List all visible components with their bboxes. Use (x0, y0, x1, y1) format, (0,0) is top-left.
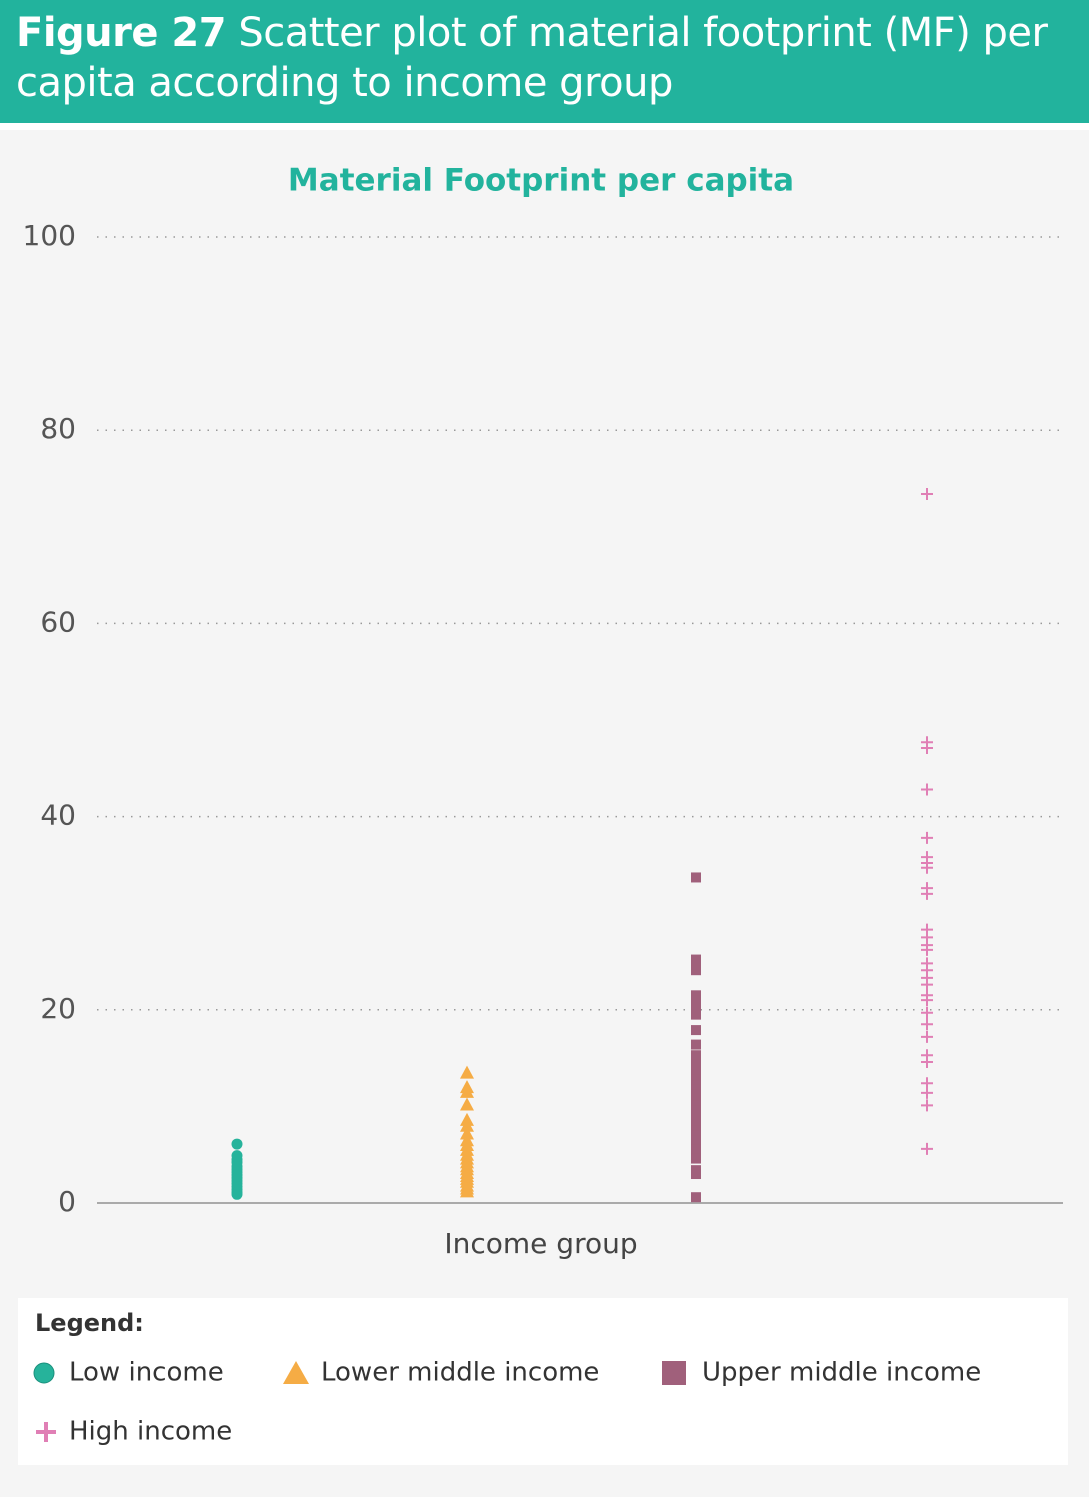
point (921, 1018, 933, 1031)
legend-marker (36, 1422, 56, 1442)
y-tick-label: 100 (23, 219, 76, 252)
point (691, 1192, 701, 1203)
point (691, 1119, 701, 1130)
y-tick-label: 80 (40, 412, 76, 445)
figure-label: Figure 27 (16, 10, 227, 56)
legend-label: Upper middle income (702, 1358, 981, 1388)
legend-label: Lower middle income (321, 1358, 599, 1388)
point (691, 954, 701, 965)
point (691, 1025, 701, 1036)
point (691, 1053, 701, 1064)
point (460, 1118, 474, 1132)
point (691, 872, 701, 883)
point (460, 1184, 474, 1198)
point (691, 1074, 701, 1085)
point (460, 1084, 474, 1098)
point (921, 742, 933, 755)
point (691, 1153, 701, 1164)
legend-marker (283, 1361, 309, 1384)
point (921, 978, 933, 991)
point (921, 1030, 933, 1043)
point (460, 1065, 474, 1079)
point (691, 1002, 701, 1013)
legend-box (18, 1298, 1068, 1465)
point (921, 861, 933, 874)
legend-label: High income (69, 1417, 232, 1447)
point (921, 887, 933, 900)
legend-marker (33, 1362, 55, 1384)
header: Figure 27 Scatter plot of material footp… (0, 0, 1089, 123)
y-tick-label: 60 (40, 605, 76, 638)
point (231, 1138, 243, 1150)
point (921, 1142, 933, 1155)
legend-title: Legend: (35, 1309, 144, 1337)
point (460, 1097, 474, 1111)
point (921, 831, 933, 844)
point (460, 1126, 474, 1140)
title-text: Scatter plot of material footprint (MF) … (16, 10, 1048, 106)
legend-label: Low income (69, 1358, 224, 1388)
point (691, 1084, 701, 1095)
x-axis-label: Income group (444, 1227, 637, 1260)
y-tick-label: 0 (58, 1185, 76, 1218)
point (691, 1009, 701, 1020)
point (921, 487, 933, 500)
point (921, 994, 933, 1007)
figure-title: Figure 27 Scatter plot of material footp… (16, 8, 1086, 108)
point (921, 1086, 933, 1099)
y-tick-label: 40 (40, 799, 76, 832)
point (691, 1039, 701, 1050)
point (691, 1089, 701, 1100)
point (921, 1055, 933, 1068)
chart-background (0, 130, 1089, 1497)
point (691, 995, 701, 1006)
point (691, 965, 701, 976)
point (691, 1169, 701, 1180)
point (921, 943, 933, 956)
legend-marker (662, 1361, 686, 1385)
point (921, 1099, 933, 1112)
y-tick-label: 20 (40, 992, 76, 1025)
point (921, 1006, 933, 1019)
chart-subtitle: Material Footprint per capita (288, 163, 794, 199)
point (231, 1188, 243, 1200)
point (921, 783, 933, 796)
